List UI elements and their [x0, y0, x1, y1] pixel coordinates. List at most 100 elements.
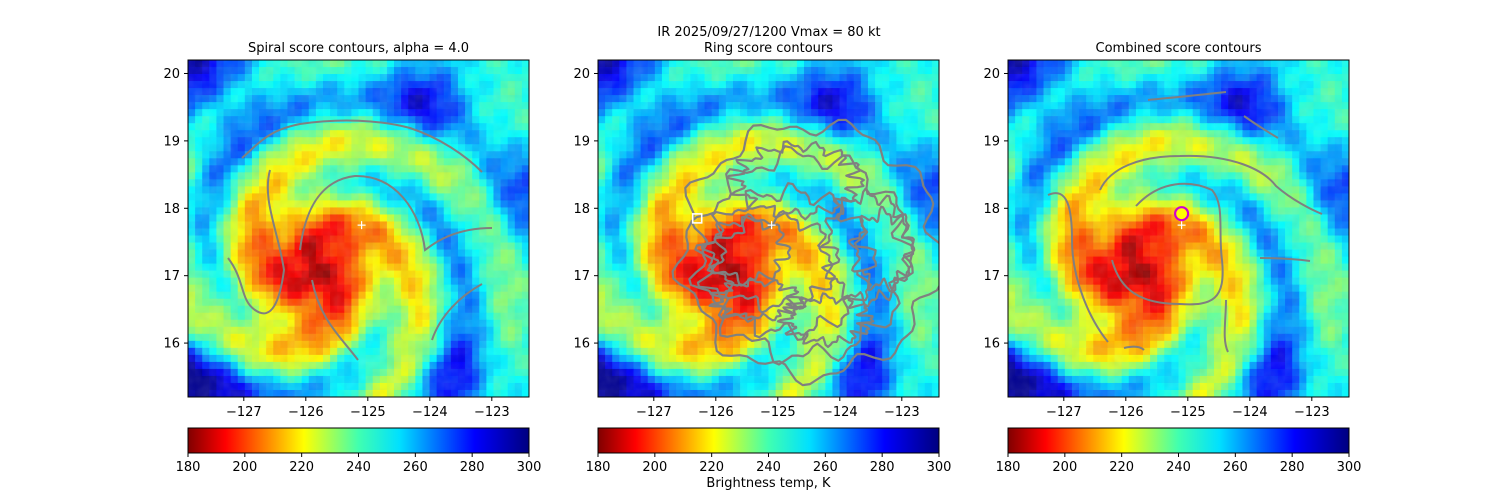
- y-tick-label: 17: [983, 269, 1000, 284]
- colorbar-gradient: [1007, 427, 1350, 454]
- ring-contour: [700, 213, 792, 287]
- combined-contour: [1123, 345, 1145, 351]
- colorbar-tick-label: 280: [1280, 460, 1305, 475]
- x-tick-label: −125: [350, 405, 386, 420]
- combined-contour: [1147, 91, 1227, 101]
- y-tick-label: 18: [573, 202, 590, 217]
- x-tick-label: −124: [1232, 405, 1268, 420]
- spiral-contour: [299, 174, 493, 252]
- panel-2: Ring score contours −127 −126 −125 −124 −123 1…: [573, 41, 951, 491]
- ring-contours: [671, 118, 939, 387]
- y-tick-label: 16: [983, 337, 1000, 352]
- colorbar-tick-label: 220: [699, 460, 724, 475]
- x-tick-label: −125: [1170, 405, 1206, 420]
- colorbar-tick-label: 200: [1052, 460, 1077, 475]
- first-guess-plus: [767, 221, 776, 230]
- combined-contour: [1099, 154, 1323, 215]
- x-tick-label: −127: [636, 405, 672, 420]
- colorbar-label: Brightness temp, K: [706, 476, 831, 491]
- colorbar-tick-label: 240: [756, 460, 781, 475]
- colorbar-gradient: [597, 427, 940, 454]
- combined-contours: [1047, 91, 1323, 353]
- y-tick-label: 19: [573, 134, 590, 149]
- colorbar-tick-label: 220: [1109, 460, 1134, 475]
- spiral-contours: [227, 119, 493, 361]
- y-tick-label: 19: [983, 134, 1000, 149]
- ring-contour: [694, 182, 877, 341]
- colorbar-tick-label: 180: [996, 460, 1021, 475]
- x-tick-label: −124: [412, 405, 448, 420]
- x-tick-label: −125: [760, 405, 796, 420]
- axes-frame: [1007, 59, 1350, 398]
- y-tick-label: 18: [163, 202, 180, 217]
- x-tick-label: −126: [1108, 405, 1144, 420]
- colorbar-tick-label: 280: [460, 460, 485, 475]
- combined-contour: [1243, 115, 1279, 139]
- x-tick-label: −123: [884, 405, 920, 420]
- colorbar-tick-label: 260: [403, 460, 428, 475]
- colorbar-tick-label: 240: [346, 460, 371, 475]
- x-tick-label: −126: [288, 405, 324, 420]
- combined-contour: [1259, 257, 1311, 262]
- colorbar-tick-label: 300: [1337, 460, 1362, 475]
- ring-contour: [671, 118, 939, 387]
- panel-title: Ring score contours: [704, 41, 833, 56]
- spiral-contour: [431, 283, 483, 341]
- combined-contour: [1111, 182, 1224, 306]
- panel-title: Combined score contours: [1096, 41, 1262, 56]
- ring-contour: [706, 210, 841, 314]
- combined-contour: [1047, 192, 1109, 343]
- figure-suptitle: IR 2025/09/27/1200 Vmax = 80 kt: [657, 25, 880, 40]
- x-tick-label: −127: [226, 405, 262, 420]
- colorbar-tick-label: 200: [642, 460, 667, 475]
- x-tick-label: −127: [1046, 405, 1082, 420]
- spiral-contour: [311, 279, 359, 361]
- colorbar-tick-label: 180: [176, 460, 201, 475]
- x-tick-label: −123: [474, 405, 510, 420]
- y-tick-label: 17: [163, 269, 180, 284]
- x-tick-label: −124: [822, 405, 858, 420]
- y-tick-label: 20: [163, 67, 180, 82]
- y-tick-label: 20: [573, 67, 590, 82]
- y-tick-label: 18: [983, 202, 1000, 217]
- colorbar-tick-label: 260: [813, 460, 838, 475]
- colorbar-tick-label: 260: [1223, 460, 1248, 475]
- y-tick-label: 17: [573, 269, 590, 284]
- colorbar-gradient: [187, 427, 530, 454]
- y-tick-label: 16: [163, 337, 180, 352]
- axes-frame: [187, 59, 530, 398]
- ring-center-marker: [691, 213, 703, 224]
- y-tick-label: 20: [983, 67, 1000, 82]
- colorbar-tick-label: 280: [870, 460, 895, 475]
- y-tick-label: 19: [163, 134, 180, 149]
- combined-center-marker: [1173, 206, 1190, 222]
- ring-contour: [726, 140, 865, 221]
- colorbar-3: 180 200 220 240 260 280 300: [996, 427, 1362, 475]
- ir-image: [1008, 60, 1349, 397]
- spiral-contour: [241, 119, 483, 173]
- first-guess-plus: [357, 221, 366, 230]
- panel-3: Combined score contours −127 −126 −125 −124 −…: [983, 41, 1361, 475]
- x-tick-label: −123: [1294, 405, 1330, 420]
- spiral-contour: [227, 169, 286, 315]
- panel-1: Spiral score contours, alpha = 4.0 −127 −1…: [163, 41, 541, 475]
- ring-contour: [818, 187, 915, 308]
- ring-contour: [776, 292, 875, 348]
- y-tick-label: 16: [573, 337, 590, 352]
- colorbar-1: 180 200 220 240 260 280 300: [176, 427, 542, 475]
- colorbar-tick-label: 220: [289, 460, 314, 475]
- colorbar-tick-label: 200: [232, 460, 257, 475]
- panel-title: Spiral score contours, alpha = 4.0: [248, 41, 469, 56]
- combined-contour: [1223, 299, 1229, 353]
- colorbar-tick-label: 180: [586, 460, 611, 475]
- ring-contour: [708, 277, 804, 323]
- ring-contour: [848, 205, 916, 293]
- colorbar-tick-label: 300: [517, 460, 542, 475]
- colorbar-2: 180 200 220 240 260 280 300 Brightness temp, K: [586, 427, 952, 491]
- first-guess-plus: [1177, 221, 1186, 230]
- colorbar-tick-label: 300: [927, 460, 952, 475]
- axes-frame: [597, 59, 940, 398]
- x-tick-label: −126: [698, 405, 734, 420]
- colorbar-tick-label: 240: [1166, 460, 1191, 475]
